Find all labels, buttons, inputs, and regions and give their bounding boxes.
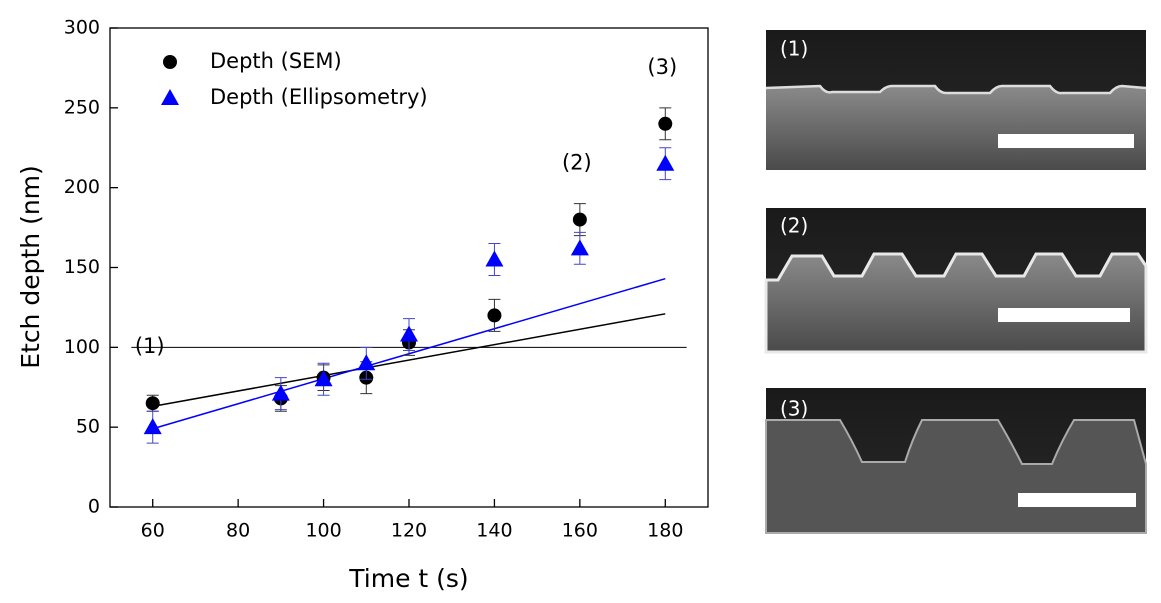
x-tick-label: 60 [141,520,165,542]
data-point [656,154,675,171]
legend-label: Depth (SEM) [210,49,342,73]
annotation: (3) [647,55,677,79]
x-tick-label: 80 [226,520,250,542]
data-point [400,325,418,342]
y-tick-label: 300 [64,17,100,39]
y-tick-label: 100 [64,336,100,358]
data-point [570,239,589,256]
data-point [145,396,160,411]
fit-line [152,313,666,408]
data-point [487,308,502,323]
y-tick-label: 150 [64,256,100,278]
x-tick-label: 180 [647,520,683,542]
data-point [271,384,290,401]
x-tick-label: 120 [391,520,427,542]
x-axis-label: Time t (s) [348,564,468,593]
data-point [485,250,504,267]
x-tick-label: 160 [562,520,598,542]
x-tick-label: 140 [476,520,512,542]
annotation: (1) [135,334,165,358]
sem-image [765,388,1147,534]
legend-marker [163,55,177,69]
y-tick-label: 50 [76,416,100,438]
y-tick-label: 0 [88,496,100,518]
data-point [314,370,333,387]
legend-marker [161,89,179,105]
panel-label: (3) [780,397,808,421]
panel-label: (2) [780,214,808,238]
panel-label: (1) [780,37,808,61]
x-tick-label: 100 [305,520,341,542]
sem-image [764,208,1148,354]
legend-label: Depth (Ellipsometry) [210,85,428,109]
data-point [658,116,673,131]
sem-image [765,30,1147,170]
data-point [572,212,587,227]
data-point [143,418,162,435]
annotation: (2) [562,151,592,175]
y-tick-label: 200 [64,176,100,198]
data-point [357,354,376,371]
y-axis-label: Etch depth (nm) [16,165,45,369]
y-tick-label: 250 [64,96,100,118]
